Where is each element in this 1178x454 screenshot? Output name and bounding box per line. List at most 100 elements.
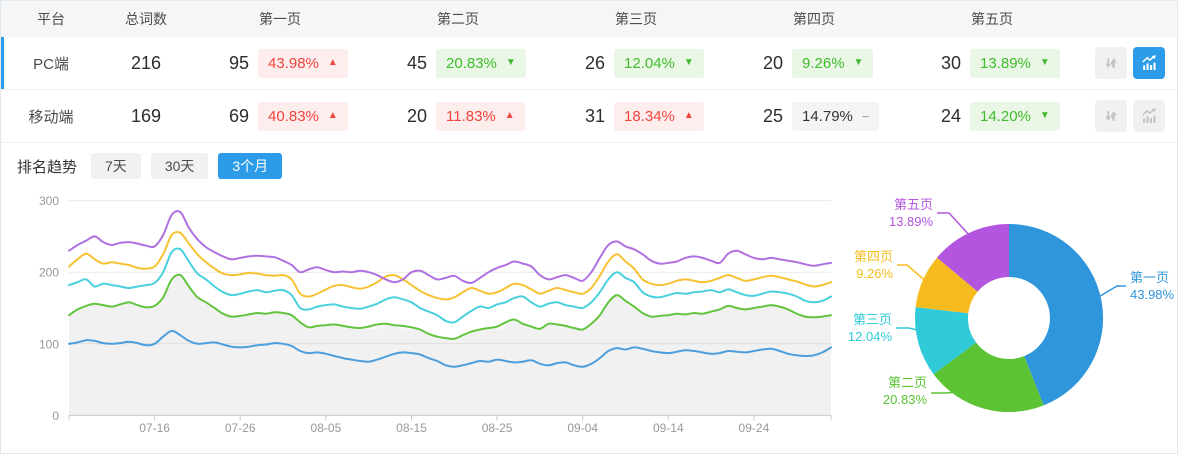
table-row[interactable]: 移动端 169 69 40.83% ▲ 20 11.83% ▲ 31 18.34% ▲ 25 14.79… — [1, 90, 1177, 143]
page-pct-cell: 43.98% ▲ — [249, 48, 369, 78]
page-distribution-donut-chart[interactable]: 第一页 43.98% 第二页 20.83% 第三页 12.04% 第四页 9.26% 第五页 13… — [839, 165, 1178, 454]
updown-arrows-icon — [1105, 111, 1117, 121]
page-pct-cell: 18.34% ▲ — [605, 101, 725, 131]
slice-label: 第一页 — [1130, 270, 1169, 285]
page-count-value: 20 — [762, 52, 783, 73]
slice-label: 第五页 — [894, 197, 933, 212]
y-tick-label: 0 — [52, 409, 59, 423]
pct-value: 43.98% — [268, 54, 319, 72]
trend-chart-icon — [1142, 55, 1156, 70]
table-row[interactable]: PC端 216 95 43.98% ▲ 45 20.83% ▼ 26 12.04% ▼ 20 9.26%… — [1, 37, 1177, 90]
trend-up-icon: ▲ — [504, 110, 515, 121]
pct-badge: 12.04% ▼ — [614, 48, 704, 78]
trend-title: 排名趋势 — [17, 158, 78, 176]
pct-value: 12.04% — [624, 54, 675, 72]
page-pct-cell: 20.83% ▼ — [427, 48, 547, 78]
x-tick-label: 09-14 — [653, 421, 684, 435]
trend-chart-button[interactable] — [1133, 47, 1165, 79]
row-actions — [1081, 47, 1177, 79]
page-pct-cell: 14.79% − — [783, 101, 903, 131]
col-platform: 平台 — [37, 11, 65, 27]
label-leader-line — [897, 264, 929, 284]
trend-header: 排名趋势 7天 30天 3个月 — [17, 153, 283, 179]
label-leader-line — [937, 212, 973, 239]
trend-up-icon: ▲ — [327, 57, 338, 68]
pct-badge: 14.20% ▼ — [970, 101, 1060, 131]
area-fill — [69, 274, 831, 416]
col-page-2: 第二页 — [437, 11, 479, 27]
trend-down-icon: ▼ — [1039, 110, 1050, 121]
page-count-value: 69 — [228, 105, 249, 126]
page-count-value: 30 — [940, 52, 961, 73]
slice-pct-label: 13.89% — [889, 214, 934, 229]
slice-pct-label: 12.04% — [848, 329, 893, 344]
trend-chart-button[interactable] — [1133, 100, 1165, 132]
slice-pct-label: 9.26% — [856, 266, 893, 281]
donut-slice-第三页[interactable] — [914, 307, 977, 375]
col-page-1: 第一页 — [259, 11, 301, 27]
col-page-5: 第五页 — [971, 11, 1013, 27]
watermark-logo — [353, 297, 385, 329]
slice-label: 第四页 — [854, 249, 893, 264]
pct-value: 9.26% — [802, 54, 845, 72]
pct-badge: 9.26% ▼ — [792, 48, 874, 78]
pct-badge: 43.98% ▲ — [258, 48, 348, 78]
page-count-value: 45 — [406, 52, 427, 73]
y-tick-label: 200 — [39, 266, 59, 280]
donut-slice-第四页[interactable] — [915, 257, 978, 314]
pct-value: 14.79% — [802, 107, 853, 125]
updown-arrows-icon — [1105, 58, 1117, 68]
page-count-value: 24 — [940, 105, 961, 126]
pct-value: 18.34% — [624, 107, 675, 125]
page-pct-cell: 14.20% ▼ — [961, 101, 1081, 131]
row-actions — [1081, 100, 1177, 132]
pct-badge: 13.89% ▼ — [970, 48, 1060, 78]
y-tick-label: 300 — [39, 194, 59, 208]
series-line-第四页(累计) — [68, 230, 832, 301]
pct-value: 11.83% — [446, 107, 496, 125]
rank-compare-button[interactable] — [1095, 47, 1127, 79]
series-line-第三页(累计) — [68, 247, 832, 324]
x-tick-label: 08-15 — [396, 421, 427, 435]
donut-slice-第二页[interactable] — [933, 342, 1044, 413]
series-line-第一页 — [68, 329, 832, 368]
rank-compare-button[interactable] — [1095, 100, 1127, 132]
series-line-第二页(累计) — [68, 273, 832, 340]
page-pct-cell: 13.89% ▼ — [961, 48, 1081, 78]
trend-down-icon: ▼ — [683, 57, 694, 68]
series-line-第五页(累计/总词数) — [68, 210, 832, 285]
pct-badge: 14.79% − — [792, 101, 880, 131]
x-tick-label: 09-04 — [567, 421, 598, 435]
col-total-words: 总词数 — [125, 11, 167, 27]
rank-table: 平台 总词数 第一页 第二页 第三页 第四页 第五页 PC端 216 95 43.98… — [1, 1, 1177, 143]
x-tick-label: 09-24 — [739, 421, 770, 435]
tab-30-days[interactable]: 30天 — [150, 153, 209, 179]
x-tick-label: 08-25 — [482, 421, 513, 435]
table-body: PC端 216 95 43.98% ▲ 45 20.83% ▼ 26 12.04% ▼ 20 9.26%… — [1, 37, 1177, 143]
x-tick-label: 07-16 — [139, 421, 170, 435]
x-tick-label: 08-05 — [311, 421, 342, 435]
pct-badge: 11.83% ▲ — [436, 101, 525, 131]
trend-flat-icon: − — [861, 108, 870, 124]
trend-chart-icon — [1142, 108, 1156, 123]
trend-up-icon: ▲ — [327, 110, 338, 121]
donut-slice-第五页[interactable] — [937, 224, 1009, 292]
page-count-value: 95 — [228, 52, 249, 73]
tab-3-months[interactable]: 3个月 — [218, 153, 283, 179]
trend-down-icon: ▼ — [1039, 57, 1050, 68]
tab-7-days[interactable]: 7天 — [91, 153, 141, 179]
page-count-value: 25 — [762, 105, 783, 126]
trend-up-icon: ▲ — [683, 110, 694, 121]
trend-line-chart[interactable]: 爱站网 07-16 07-26 08-05 08-15 08-25 09-04 09-14 09… — [1, 187, 839, 454]
donut-slice-第一页[interactable] — [1009, 223, 1104, 406]
slice-label: 第三页 — [853, 312, 892, 327]
page-count-value: 26 — [584, 52, 605, 73]
x-tick-label: 07-26 — [225, 421, 256, 435]
slice-pct-label: 20.83% — [883, 392, 928, 407]
y-tick-label: 100 — [39, 337, 59, 351]
watermark-text: 爱站网 — [397, 297, 514, 335]
col-page-3: 第三页 — [615, 11, 657, 27]
pct-value: 40.83% — [268, 107, 319, 125]
platform-label: 移动端 — [28, 108, 74, 126]
